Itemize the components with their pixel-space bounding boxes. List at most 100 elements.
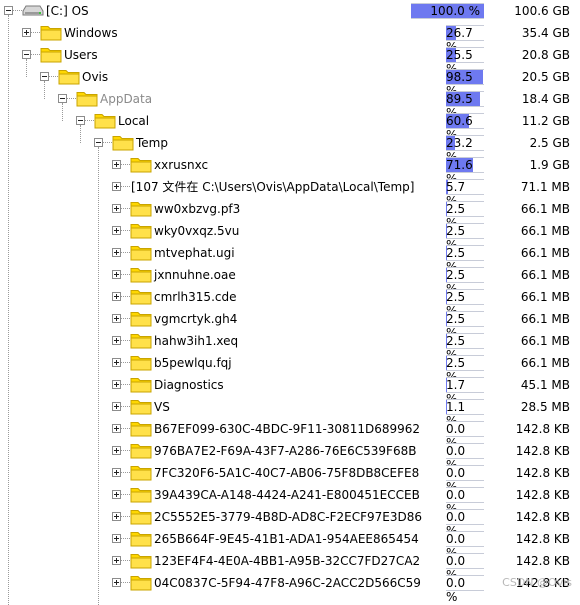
collapse-toggle-icon[interactable] [22,50,31,59]
item-name: 39A439CA-A148-4424-A241-E800451ECCEB [154,487,420,503]
collapse-toggle-icon[interactable] [40,72,49,81]
expand-toggle-icon[interactable] [112,182,121,191]
expand-toggle-icon[interactable] [112,512,121,521]
percentage-bar: 0.0 % [446,443,484,459]
folder-icon [130,442,152,459]
folder-icon [40,24,62,41]
tree-row[interactable]: [107 文件在 C:\Users\Ovis\AppData\Local\Tem… [0,176,580,198]
folder-icon [130,222,152,239]
item-size: 2.5 GB [490,135,570,151]
expand-toggle-icon[interactable] [112,160,121,169]
expand-toggle-icon[interactable] [112,292,121,301]
item-size: 66.1 MB [490,245,570,261]
tree-row[interactable]: 976BA7E2-F69A-43F7-A286-76E6C539F68B 0.0 … [0,440,580,462]
percentage-bar: 2.5 % [446,201,484,217]
item-name: vgmcrtyk.gh4 [154,311,237,327]
expand-toggle-icon[interactable] [112,248,121,257]
item-size: 20.5 GB [490,69,570,85]
tree-row[interactable]: VS1.1 %28.5 MB [0,396,580,418]
percentage-bar: 0.0 % [446,421,484,437]
item-name: 7FC320F6-5A1C-40C7-AB06-75F8DB8CEFE8 [154,465,419,481]
item-name: Users [64,47,98,63]
expand-toggle-icon[interactable] [112,556,121,565]
folder-icon [130,486,152,503]
expand-toggle-icon[interactable] [112,468,121,477]
item-size: 66.1 MB [490,223,570,239]
item-name: 123EF4F4-4E0A-4BB1-A95B-32CC7FD27CA2 [154,553,420,569]
item-size: 100.6 GB [490,3,570,19]
expand-toggle-icon[interactable] [112,226,121,235]
expand-toggle-icon[interactable] [112,578,121,587]
item-size: 35.4 GB [490,25,570,41]
collapse-toggle-icon[interactable] [94,138,103,147]
folder-icon [130,574,152,591]
item-name: b5pewlqu.fqj [154,355,232,371]
item-name: Windows [64,25,118,41]
collapse-toggle-icon[interactable] [4,6,13,15]
percentage-bar: 23.2 % [446,135,484,151]
tree-row[interactable]: mtvephat.ugi 2.5 % 66.1 MB [0,242,580,264]
item-size: 45.1 MB [490,377,570,393]
percentage-bar: 0.0 % [446,553,484,569]
folder-icon [112,134,134,151]
item-size: 71.1 MB [490,179,570,195]
percentage-bar: 2.5 % [446,311,484,327]
expand-toggle-icon[interactable] [112,380,121,389]
item-size: 28.5 MB [490,399,570,415]
expand-toggle-icon[interactable] [112,534,121,543]
tree-row[interactable]: 123EF4F4-4E0A-4BB1-A95B-32CC7FD27CA2 0.0 … [0,550,580,572]
item-name: mtvephat.ugi [154,245,235,261]
expand-toggle-icon[interactable] [112,270,121,279]
collapse-toggle-icon[interactable] [76,116,85,125]
expand-toggle-icon[interactable] [112,424,121,433]
expand-toggle-icon[interactable] [112,490,121,499]
tree-row[interactable]: Windows 26.7 % 35.4 GB [0,22,580,44]
item-name: Ovis [82,69,108,85]
collapse-toggle-icon[interactable] [58,94,67,103]
expand-toggle-icon[interactable] [112,358,121,367]
item-name: cmrlh315.cde [154,289,236,305]
watermark: CSDN @Ovis [502,576,572,589]
folder-icon [130,244,152,261]
percentage-bar: 26.7 % [446,25,484,41]
item-name: [C:] OS [46,3,89,19]
item-size: 142.8 KB [490,443,570,459]
expand-toggle-icon[interactable] [112,204,121,213]
expand-toggle-icon[interactable] [112,336,121,345]
expand-toggle-icon[interactable] [112,314,121,323]
percentage-bar: 2.5 % [446,245,484,261]
item-size: 11.2 GB [490,113,570,129]
expand-toggle-icon[interactable] [22,28,31,37]
percentage-bar: 1.7 % [446,377,484,393]
item-name: 976BA7E2-F69A-43F7-A286-76E6C539F68B [154,443,416,459]
item-name: Temp [136,135,168,151]
item-size: 18.4 GB [490,91,570,107]
tree-row[interactable]: Temp 23.2 % 2.5 GB [0,132,580,154]
expand-toggle-icon[interactable] [112,446,121,455]
folder-icon [130,398,152,415]
expand-toggle-icon[interactable] [112,402,121,411]
folder-icon [130,530,152,547]
folder-icon [130,332,152,349]
